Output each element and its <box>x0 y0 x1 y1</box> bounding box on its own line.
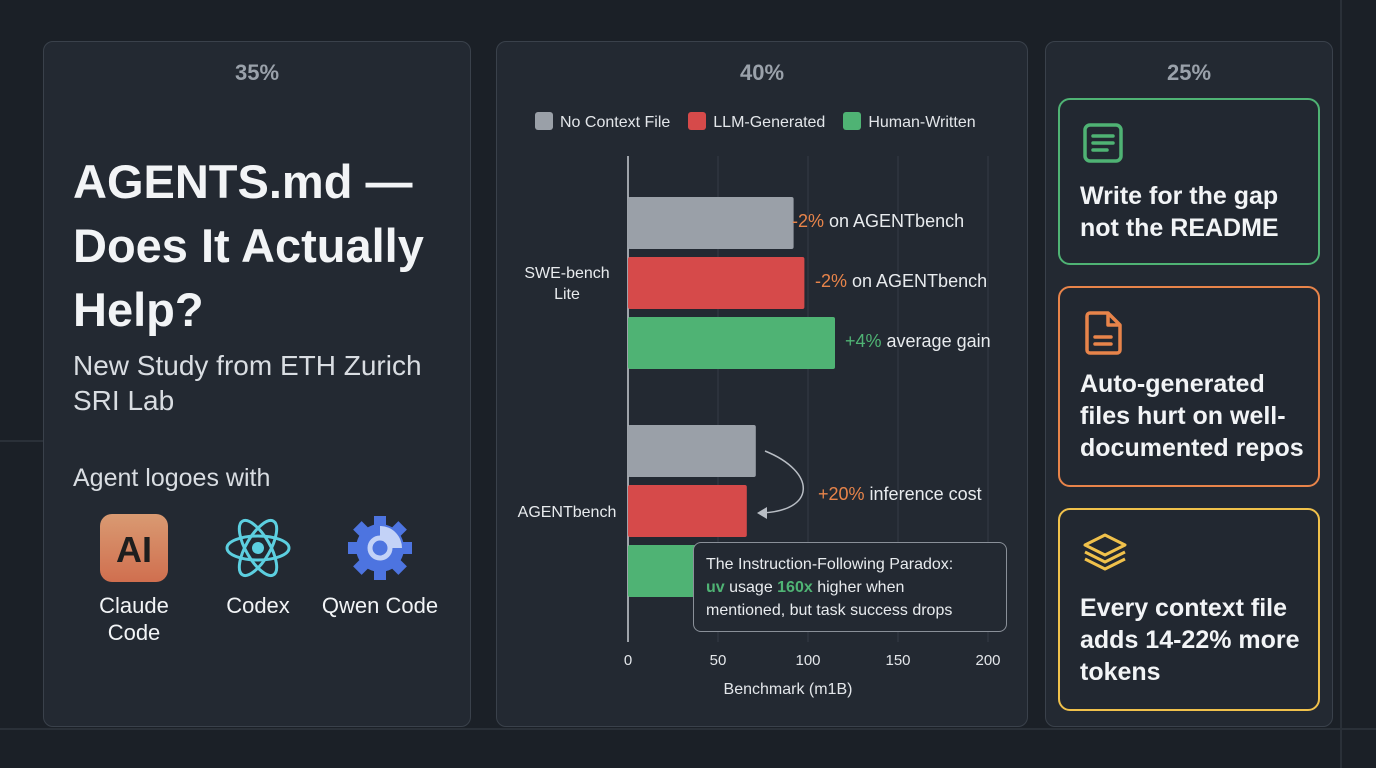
annotation: +20% inference cost <box>818 484 982 505</box>
annotation: +4% average gain <box>845 331 991 352</box>
panel-percent: 35% <box>234 60 280 85</box>
bar <box>628 425 756 477</box>
legend-swatch <box>843 112 862 130</box>
title-panel: 35% AGENTS.md — Does It Actually Help? N… <box>43 41 471 727</box>
annotation-text: inference cost <box>864 484 982 504</box>
atom-icon <box>225 518 291 578</box>
legend-item: No Context File <box>535 112 670 132</box>
takeaway-card: Write for the gap not the README <box>1058 98 1320 265</box>
legend-item: LLM-Generated <box>688 112 825 132</box>
logo-claude-code: AI Claude Code <box>74 514 194 646</box>
bar-chart: 0 50 100 150 200 Benchmark (m1B) SWE-bench Lite… <box>518 156 1001 698</box>
curved-arrow <box>758 450 804 514</box>
card-text: Write for the gap not the README <box>1080 182 1279 242</box>
legend-swatch <box>535 112 553 130</box>
annotation-highlight: +4% <box>845 331 882 351</box>
x-tick-label: 150 <box>885 652 910 669</box>
panel-percent: 40% <box>739 60 785 85</box>
callout-line: mentioned, but task success drops <box>706 602 953 619</box>
callout-text: usage <box>724 579 778 596</box>
callout-highlight: uv <box>706 579 725 596</box>
bar <box>628 485 747 537</box>
annotation-highlight: -2% <box>792 211 825 231</box>
bar <box>628 317 835 369</box>
annotation-text: average gain <box>881 331 991 351</box>
panel-percent: 25% <box>1166 60 1212 85</box>
annotation-highlight: +20% <box>818 484 865 504</box>
legend-swatch <box>688 112 707 130</box>
logo-label: Claude Code <box>99 593 169 645</box>
card-text: Auto-generated files hurt on well-docume… <box>1080 370 1304 462</box>
gear-icon <box>348 516 412 580</box>
x-axis-label: Benchmark (m1B) <box>724 681 853 698</box>
logo-label: Qwen Code <box>321 593 439 618</box>
card-text: Every context file adds 14-22% more toke… <box>1080 594 1300 686</box>
anthropic-ai-icon: AI <box>100 514 168 582</box>
callout-line: uv usage 160x higher when <box>706 576 994 599</box>
bar <box>628 197 794 249</box>
annotation-highlight: -2% <box>815 271 848 291</box>
y-category-label: AGENTbench <box>518 504 617 521</box>
page-title: AGENTS.md — Does It Actually Help? <box>73 155 424 336</box>
x-tick-label: 0 <box>624 652 632 669</box>
annotation-text: on AGENTbench <box>824 211 965 231</box>
legend-label: No Context File <box>560 114 671 131</box>
legend-label: Human-Written <box>868 114 976 131</box>
logo-codex: Codex <box>198 514 318 619</box>
chart-legend: No Context File LLM-Generated Human-Writ… <box>535 112 976 132</box>
chart-panel: 40% No Context File LLM-Generated Human-… <box>496 41 1028 727</box>
legend-item: Human-Written <box>843 112 976 132</box>
subtitle: New Study from ETH Zurich SRI Lab <box>73 350 422 416</box>
circuit-line <box>0 728 1376 730</box>
callout-highlight: 160x <box>777 579 813 596</box>
bar <box>628 257 805 309</box>
y-category-label: SWE-bench Lite <box>524 265 609 303</box>
logo-label: Codex <box>226 593 290 618</box>
svg-text:AI: AI <box>116 529 152 570</box>
paradox-callout: The Instruction-Following Paradox: uv us… <box>693 542 1007 632</box>
callout-text: higher when <box>812 579 905 596</box>
takeaway-card: Auto-generated files hurt on well-docume… <box>1058 286 1320 487</box>
layers-icon <box>1083 533 1127 571</box>
callout-line: The Instruction-Following Paradox: <box>706 556 954 573</box>
logos-heading: Agent logoes with <box>73 464 271 492</box>
takeaways-panel: 25% Write for the gap not the README Aut… <box>1045 41 1333 727</box>
annotation-text: on AGENTbench <box>847 271 988 291</box>
file-icon <box>1085 311 1122 355</box>
annotation: -2% on AGENTbench <box>815 271 987 292</box>
x-tick-label: 50 <box>710 652 727 669</box>
annotation: -2% on AGENTbench <box>792 211 964 232</box>
takeaway-card: Every context file adds 14-22% more toke… <box>1058 508 1320 711</box>
x-tick-label: 100 <box>795 652 820 669</box>
x-tick-label: 200 <box>975 652 1000 669</box>
legend-label: LLM-Generated <box>713 114 826 131</box>
arrow-head <box>757 507 767 519</box>
circuit-line <box>0 440 43 442</box>
circuit-line <box>1340 0 1342 768</box>
logo-qwen-code: Qwen Code <box>320 514 440 619</box>
document-lines-icon <box>1083 123 1123 163</box>
